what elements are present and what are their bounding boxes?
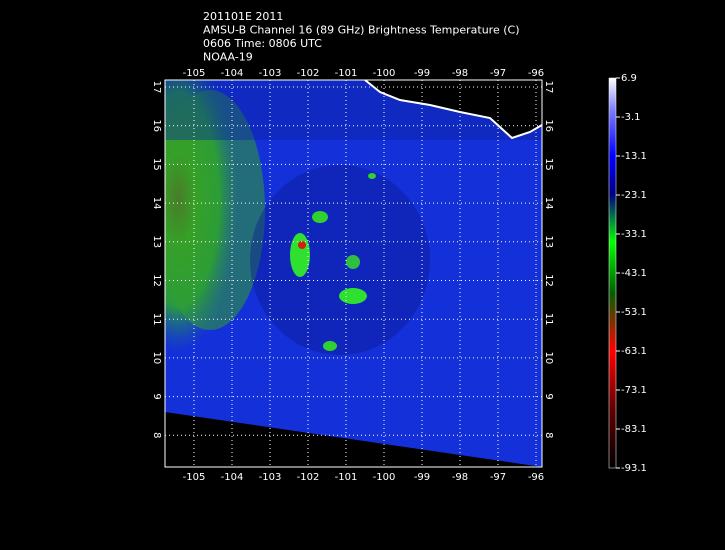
lon-label: -105 (183, 472, 206, 483)
lon-label: -98 (452, 68, 468, 79)
lat-label: 10 (151, 352, 162, 365)
lon-label: -96 (528, 472, 544, 483)
colorbar-label: -23.1 (621, 190, 647, 201)
lon-label: -100 (373, 472, 396, 483)
lat-label: 13 (151, 235, 162, 248)
lon-label: -103 (259, 472, 282, 483)
colorbar-label: -3.1 (621, 112, 641, 123)
colorbar-label: -53.1 (621, 307, 647, 318)
lon-label: -102 (297, 68, 320, 79)
lat-label: 15 (543, 158, 554, 171)
lon-label: -101 (335, 472, 358, 483)
lat-label: 16 (151, 119, 162, 132)
lat-label: 16 (543, 119, 554, 132)
lat-label: 12 (543, 274, 554, 287)
lat-label: 10 (543, 352, 554, 365)
colorbar-label: -13.1 (621, 151, 647, 162)
map-frame (164, 79, 543, 468)
lat-label: 14 (151, 197, 162, 210)
lon-label: -98 (452, 472, 468, 483)
lat-label: 11 (151, 313, 162, 326)
header-line: 0606 Time: 0806 UTC (203, 37, 322, 50)
lon-label: -101 (335, 68, 358, 79)
colorbar-label: -63.1 (621, 346, 647, 357)
header-line: 201101E 2011 (203, 10, 283, 23)
colorbar-label: -93.1 (621, 463, 647, 474)
colorbar-label: 6.9 (621, 73, 637, 84)
lat-label: 9 (543, 393, 554, 399)
lon-label: -103 (259, 68, 282, 79)
lon-label: -96 (528, 68, 544, 79)
colorbar (608, 77, 617, 469)
lat-label: 14 (543, 197, 554, 210)
lon-label: -99 (414, 472, 430, 483)
lat-label: 17 (543, 81, 554, 94)
colorbar-label: -43.1 (621, 268, 647, 279)
lon-label: -104 (221, 472, 244, 483)
header-line: AMSU-B Channel 16 (89 GHz) Brightness Te… (203, 24, 520, 37)
lat-label: 8 (151, 432, 162, 438)
map-image (165, 80, 542, 467)
colorbar-label: -73.1 (621, 385, 647, 396)
lon-label: -104 (221, 68, 244, 79)
lon-label: -97 (490, 68, 506, 79)
lat-label: 8 (543, 432, 554, 438)
lon-label: -100 (373, 68, 396, 79)
lat-label: 9 (151, 393, 162, 399)
lat-label: 15 (151, 158, 162, 171)
lat-label: 12 (151, 274, 162, 287)
lat-label: 13 (543, 235, 554, 248)
lon-label: -105 (183, 68, 206, 79)
lon-label: -102 (297, 472, 320, 483)
lat-label: 17 (151, 81, 162, 94)
lat-label: 11 (543, 313, 554, 326)
colorbar-label: -33.1 (621, 229, 647, 240)
header-line: NOAA-19 (203, 51, 253, 64)
lon-label: -97 (490, 472, 506, 483)
lon-label: -99 (414, 68, 430, 79)
colorbar-label: -83.1 (621, 424, 647, 435)
